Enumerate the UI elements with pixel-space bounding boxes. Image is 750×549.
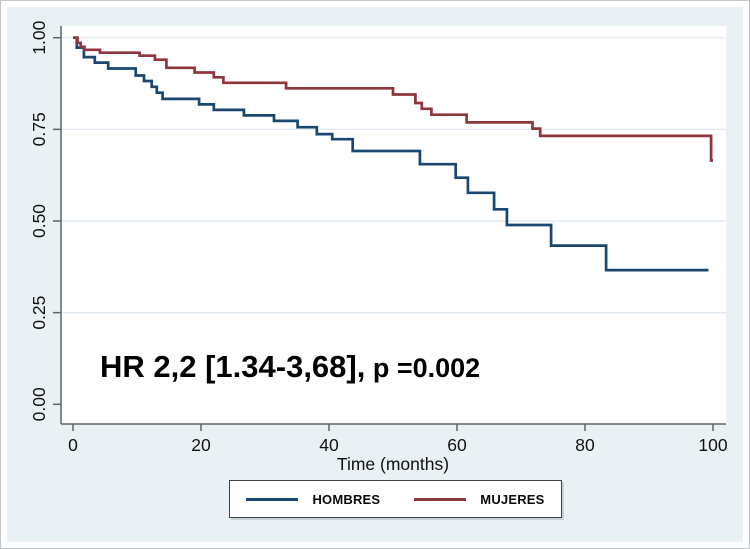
y-tick-label: 0.25: [29, 296, 49, 330]
x-axis-title: Time (months): [337, 454, 449, 474]
y-tick-label: 0.50: [29, 204, 49, 238]
mujeres-line-sample: [414, 497, 467, 501]
x-tick-label: 100: [698, 435, 727, 455]
legend-label-hombres: HOMBRES: [312, 491, 381, 507]
x-tick-label: 0: [68, 435, 78, 455]
x-tick-label: 20: [191, 435, 211, 455]
survival-curve-hombres: [73, 36, 709, 272]
hombres-line-sample: [246, 497, 299, 501]
y-tick-label: 0.75: [29, 112, 49, 146]
hr-annotation: HR 2,2 [1.34-3,68], p =0.002: [100, 349, 481, 384]
legend: HOMBRES MUJERES: [229, 480, 562, 518]
legend-label-mujeres: MUJERES: [480, 491, 545, 507]
y-tick-label: 1.00: [29, 20, 49, 54]
hr-text: HR 2,2 [1.34-3,68],: [100, 349, 366, 384]
y-tick-label: 0.00: [29, 387, 49, 421]
survival-curve-mujeres: [73, 36, 713, 162]
x-tick-label: 60: [447, 435, 467, 455]
x-tick-label: 40: [319, 435, 339, 455]
legend-item-hombres: HOMBRES: [246, 492, 380, 507]
x-tick-label: 80: [575, 435, 595, 455]
legend-item-mujeres: MUJERES: [414, 492, 544, 507]
p-value-text: p =0.002: [365, 353, 481, 383]
